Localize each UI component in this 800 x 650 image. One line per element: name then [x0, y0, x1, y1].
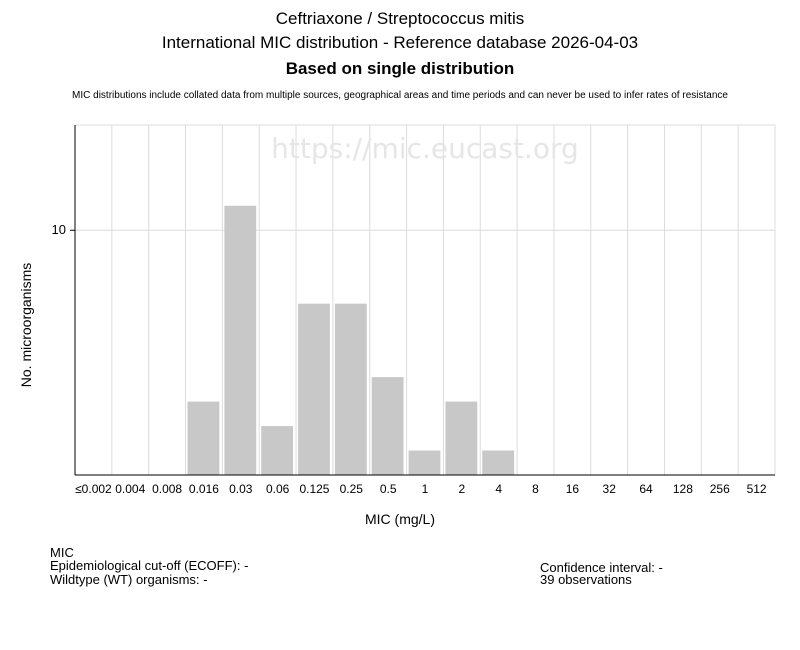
- chart-title: Ceftriaxone / Streptococcus mitis: [275, 9, 525, 28]
- mic-label: MIC: [50, 545, 74, 560]
- watermark: https://mic.eucast.org: [271, 132, 579, 165]
- x-tick-label: 4: [495, 482, 502, 496]
- y-ticks: 10: [52, 222, 75, 237]
- x-tick-label: 0.016: [189, 482, 219, 496]
- bar-0.25: [334, 303, 367, 475]
- x-tick-label: 0.5: [380, 482, 397, 496]
- disclaimer-text: MIC distributions include collated data …: [72, 90, 728, 101]
- x-tick-label: 16: [566, 482, 580, 496]
- bar-0.125: [298, 303, 330, 475]
- x-tick-label: 0.03: [229, 482, 253, 496]
- x-tick-label: 0.004: [115, 482, 145, 496]
- bar-2: [445, 401, 478, 475]
- distribution-basis: Based on single distribution: [285, 59, 515, 78]
- x-tick-label: 64: [639, 482, 653, 496]
- x-tick-label: ≤0.002: [75, 482, 112, 496]
- x-tick-label: 8: [532, 482, 539, 496]
- x-tick-label: 0.06: [266, 482, 290, 496]
- y-tick-label: 10: [52, 222, 66, 237]
- plot-area: [74, 124, 776, 476]
- bar-0.5: [371, 377, 404, 475]
- x-tick-label: 128: [673, 482, 693, 496]
- x-tick-label: 2: [458, 482, 465, 496]
- bar-0.06: [261, 426, 294, 475]
- x-tick-label: 512: [747, 482, 767, 496]
- y-axis-label: No. microorganisms: [18, 263, 34, 387]
- bar-0.016: [187, 401, 220, 475]
- x-tick-label: 1: [422, 482, 429, 496]
- bar-1: [408, 450, 441, 475]
- x-tick-label: 0.008: [152, 482, 182, 496]
- x-tick-label: 0.125: [299, 482, 329, 496]
- bar-0.03: [224, 205, 257, 475]
- chart-subtitle: International MIC distribution - Referen…: [161, 33, 639, 52]
- bar-4: [482, 450, 515, 475]
- x-axis-label: MIC (mg/L): [365, 511, 435, 527]
- ecoff-value: Epidemiological cut-off (ECOFF): -: [50, 558, 249, 573]
- bars: [187, 205, 515, 475]
- x-tick-label: 256: [710, 482, 730, 496]
- grid-lines: [75, 125, 775, 475]
- x-ticks: ≤0.002 0.004 0.008 0.016 0.03 0.06 0.125 0.25 0.…: [75, 482, 767, 496]
- confidence-interval: Confidence interval: -: [540, 560, 663, 575]
- x-tick-label: 32: [603, 482, 617, 496]
- wildtype-value: Wildtype (WT) organisms: -: [50, 572, 208, 587]
- x-tick-label: 0.25: [340, 482, 364, 496]
- observation-count: 39 observations: [540, 572, 632, 587]
